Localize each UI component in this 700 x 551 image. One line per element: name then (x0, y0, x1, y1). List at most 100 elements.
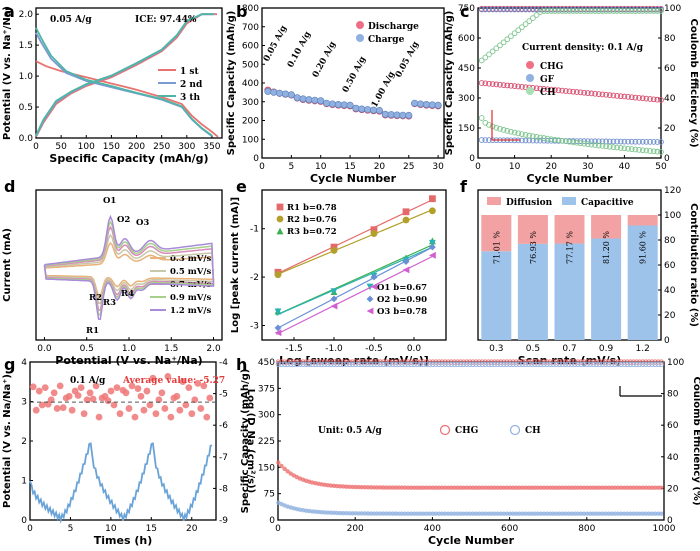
capacity-point-chg (588, 90, 595, 97)
capacity-point-gf (478, 137, 485, 143)
capacity-point-ch (337, 510, 343, 516)
capacity-point-ch (622, 511, 627, 516)
capacity-point-chg (566, 485, 571, 490)
ce-point-ch (399, 361, 405, 367)
diffusion-point (80, 410, 88, 418)
capacity-point-chg (537, 85, 544, 92)
ce-point-ch (424, 361, 430, 367)
y-tick-label: 150 (258, 463, 275, 473)
capacity-point-ch (632, 146, 639, 153)
capacity-point-chg (581, 89, 587, 96)
ce-point-ch (359, 361, 365, 367)
panel-b-rate-performance: 0 5 10 15 20 25 300100200300400500600700800Cyc… (226, 4, 445, 185)
capacity-point-chg (615, 485, 621, 490)
x-tick-label: 200 (347, 524, 364, 534)
ce-point-ch (461, 361, 467, 367)
annotation-unit: Unit: 0.5 A/g (318, 426, 382, 436)
ce-point-ch (614, 8, 620, 14)
capacity-point-ch (617, 145, 624, 151)
diffusion-point (134, 385, 142, 392)
capacity-point-chg (446, 485, 451, 490)
x-tick-label: 0 (475, 162, 481, 172)
data-point-charge (323, 99, 331, 107)
capacity-point-ch (334, 510, 340, 516)
capacity-point-gf (621, 138, 628, 145)
capacity-point-chg (612, 485, 618, 490)
x-tick-label: 0 (259, 162, 265, 172)
legend-label: 1.2 mV/s (170, 306, 211, 316)
ce-point-ch (489, 48, 496, 55)
y-tick-label: 1.0 (19, 72, 34, 82)
plot-frame (277, 361, 665, 521)
panel-letter-d: d (4, 177, 15, 196)
capacity-point-chg (504, 82, 511, 89)
capacity-point-chg (515, 83, 522, 90)
capacity-point-chg (555, 87, 562, 94)
diffusion-point (53, 405, 61, 412)
ce-point-ch (306, 361, 312, 367)
x-tick-label: 1.2 (636, 344, 650, 354)
y-tick-label: 0 (21, 516, 27, 526)
ce-point-ch (417, 361, 424, 367)
capacity-point-ch (449, 511, 454, 516)
y-axis-label: Potential (V vs. Na⁺/Na) (2, 6, 13, 140)
x-tick-label: 150 (103, 142, 120, 152)
ce-point-ch (624, 361, 630, 367)
x-tick-label: 50 (655, 162, 667, 172)
ce-point-ch (617, 8, 624, 14)
capacity-point-chg (562, 88, 569, 94)
ce-point-ch (650, 8, 657, 14)
discharge-curve-3 (35, 27, 213, 137)
capacity-point-ch (562, 138, 569, 145)
capacity-point-chg (504, 485, 510, 490)
y-right-tick-label: 20 (664, 311, 676, 321)
capacity-point-chg (548, 86, 555, 93)
ce-point-ch (606, 361, 612, 367)
capacity-point-chg (470, 485, 476, 490)
ce-point-ch (519, 24, 525, 31)
ce-point-ch (315, 361, 322, 367)
ce-point-ch (562, 8, 569, 14)
y-right-tick-label: 60 (667, 421, 679, 431)
capacity-point-ch (588, 511, 593, 516)
legend-marker (526, 61, 534, 69)
panel-a-charge-discharge: 0 50 100 150 200 250 300 350 0.0 0.5 1.0 1.5 2.0 Spec… (2, 6, 223, 165)
ce-point-ch (535, 361, 541, 367)
ce-point-ch (508, 33, 514, 40)
ce-point-ch (451, 361, 458, 367)
diffusion-point (197, 405, 205, 412)
capacity-point-chg (628, 94, 635, 101)
capacity-point-ch (436, 511, 442, 516)
capacity-point-chg (486, 80, 492, 87)
ce-point-ch (288, 361, 294, 367)
panel-h-long-cycling: 0 200 400 600 800 1000075150225300375450Cycle… (240, 358, 700, 547)
legend-label: Diffusion (506, 198, 553, 208)
capacity-point-ch (433, 511, 439, 516)
ce-point-ch (652, 361, 658, 367)
ce-point-ch (340, 361, 346, 367)
diffusion-point (149, 374, 157, 382)
ce-point-ch (495, 361, 501, 367)
capacity-point-chg (650, 96, 657, 103)
y-right-tick-label: 80 (664, 236, 676, 246)
capacity-point-ch (455, 511, 460, 516)
data-point-charge (393, 111, 401, 119)
capacity-point-chg (652, 485, 658, 490)
capacity-point-chg (478, 80, 485, 86)
ce-point-ch (430, 361, 436, 367)
x-tick-label: 1.0 (122, 344, 137, 354)
y-right-tick-label: -5 (219, 390, 228, 400)
capacity-point-ch (529, 511, 534, 516)
diffusion-point (77, 384, 85, 391)
capacity-point-ch (371, 511, 377, 516)
ce-point-ch (368, 361, 374, 367)
y-right-tick-label: 0 (667, 516, 673, 526)
capacity-point-chg (637, 485, 642, 490)
capacity-point-ch (359, 511, 364, 516)
capacity-point-chg (464, 485, 469, 490)
x-tick-label: 400 (424, 524, 441, 534)
capacity-point-chg (415, 485, 420, 490)
ce-point-ch (411, 361, 417, 367)
ce-point-ch (328, 361, 334, 367)
ce-point-gf (537, 6, 544, 13)
